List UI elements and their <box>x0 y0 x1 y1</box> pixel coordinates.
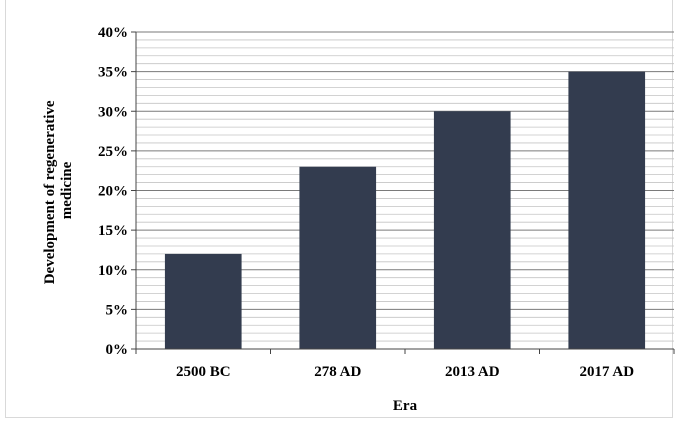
y-tick-label: 30% <box>98 104 128 120</box>
y-tick-label: 10% <box>98 263 128 279</box>
x-tick-label: 2017 AD <box>579 364 634 380</box>
chart-frame <box>5 0 673 418</box>
x-tick-label: 2500 BC <box>176 364 231 380</box>
x-axis-title: Era <box>393 398 418 414</box>
y-axis-title-line-2: medicine <box>59 161 75 219</box>
y-tick-labels: 0% 5% 10% 15% 20% 25% 30% 35% 40% <box>98 25 128 358</box>
x-tick-labels: 2500 BC 278 AD 2013 AD 2017 AD <box>176 364 634 380</box>
y-axis-title: Development of regenerative medicine <box>42 97 75 285</box>
x-tick-label: 2013 AD <box>445 364 500 380</box>
y-axis-title-line-1: Development of regenerative <box>42 100 58 284</box>
bar-2017-ad <box>568 71 646 349</box>
y-tick-label: 0% <box>106 342 129 358</box>
y-tick-label: 15% <box>98 223 128 239</box>
y-tick-label: 25% <box>98 144 128 160</box>
x-tick-label: 278 AD <box>314 364 361 380</box>
y-tick-label: 20% <box>98 184 128 200</box>
axes <box>131 31 675 354</box>
y-tick-label: 5% <box>106 302 129 318</box>
bars <box>164 71 646 349</box>
bar-2500-bc <box>164 253 242 349</box>
bar-278-ad <box>299 166 377 349</box>
y-tick-label: 35% <box>98 65 128 81</box>
y-tick-label: 40% <box>98 25 128 41</box>
bar-2013-ad <box>433 111 511 349</box>
